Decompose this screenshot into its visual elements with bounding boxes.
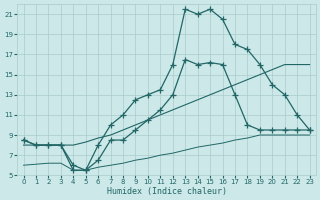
X-axis label: Humidex (Indice chaleur): Humidex (Indice chaleur) xyxy=(107,187,227,196)
